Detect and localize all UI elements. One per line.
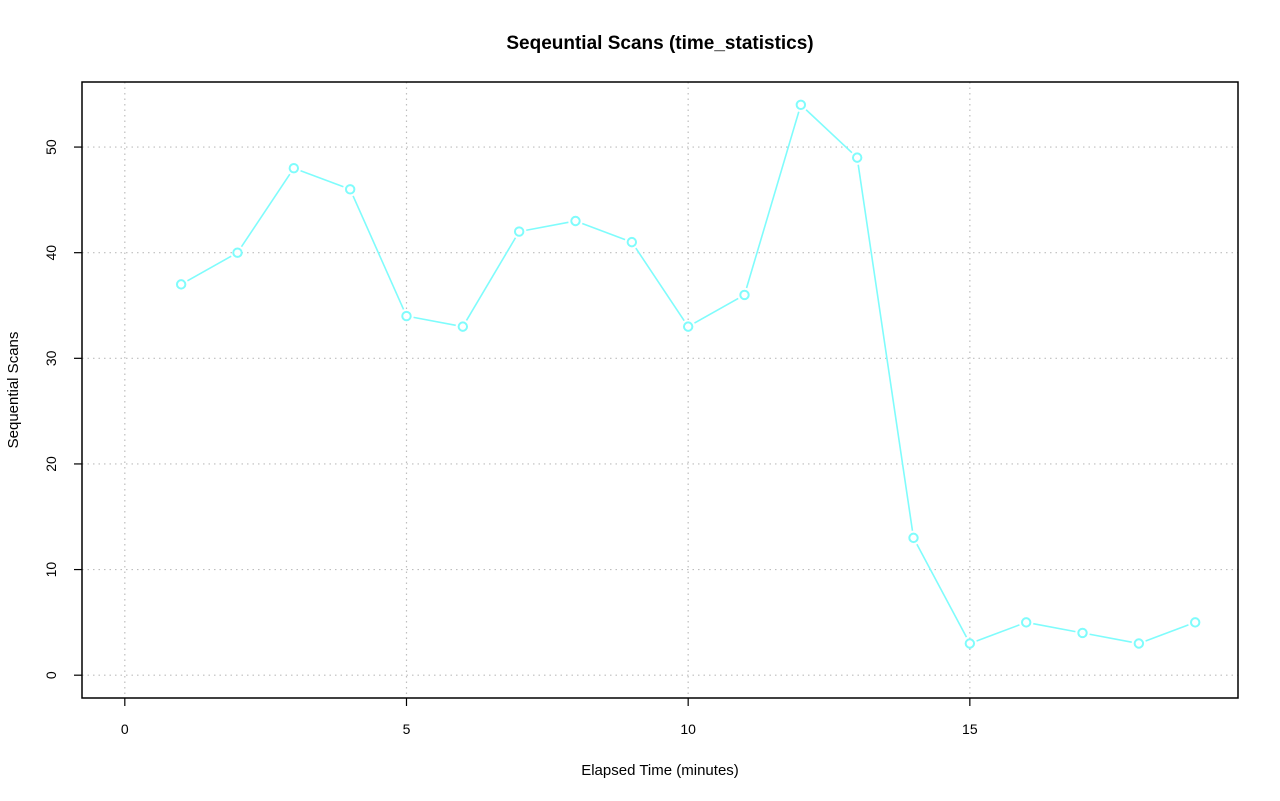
data-point (682, 321, 694, 332)
series-line-segment (465, 237, 517, 321)
y-axis-label: Sequential Scans (5, 332, 22, 449)
data-point (1189, 617, 1201, 628)
series-line-segment (240, 173, 291, 248)
series-line-segment (635, 247, 685, 322)
series-line-segment (1033, 622, 1076, 633)
x-axis: 0 5 10 15 (121, 698, 978, 737)
data-point (795, 99, 807, 111)
series-line-segment (300, 169, 344, 188)
chart-title: Seqeuntial Scans (time_statistics) (506, 33, 813, 54)
x-tick-label: 10 (680, 721, 696, 737)
series-line-segment (976, 624, 1020, 642)
data-point (232, 247, 243, 258)
series-line-segment (805, 109, 853, 154)
grid (82, 82, 1238, 698)
series-line-segment (745, 111, 800, 289)
data-point (626, 236, 638, 248)
series-line-segment (1089, 633, 1132, 643)
data-point (175, 279, 187, 290)
data-point (401, 310, 412, 322)
series-line-segment (694, 297, 739, 324)
y-tick-label: 40 (43, 245, 59, 261)
series (175, 99, 1201, 649)
data-point (851, 152, 863, 163)
y-tick-label: 30 (43, 350, 59, 366)
series-line-segment (916, 543, 968, 638)
data-point (344, 184, 356, 195)
data-point (513, 226, 525, 237)
series-line-segment (1145, 624, 1189, 642)
x-tick-label: 15 (962, 721, 978, 737)
y-tick-label: 0 (43, 671, 59, 679)
series-line-segment (352, 195, 405, 310)
data-point (1077, 627, 1088, 639)
y-tick-label: 50 (43, 139, 59, 155)
series-line-segment (526, 221, 569, 232)
data-point (908, 532, 919, 544)
y-tick-label: 10 (43, 562, 59, 578)
data-point (1133, 638, 1145, 649)
series-line-segment (413, 316, 456, 327)
plot-frame (81, 81, 1239, 699)
y-tick-label: 20 (43, 456, 59, 472)
series-line-segment (581, 222, 626, 241)
x-tick-label: 5 (403, 721, 411, 737)
series-line-segment (857, 164, 914, 531)
x-axis-label: Elapsed Time (minutes) (581, 762, 739, 779)
data-point (1020, 617, 1032, 628)
x-tick-label: 0 (121, 721, 129, 737)
data-point (570, 215, 581, 227)
data-point (288, 162, 300, 174)
data-point (739, 289, 750, 301)
data-point (964, 638, 976, 649)
y-axis: 0 10 20 30 40 50 (43, 139, 82, 679)
series-line-segment (187, 255, 232, 282)
data-point (457, 321, 469, 332)
